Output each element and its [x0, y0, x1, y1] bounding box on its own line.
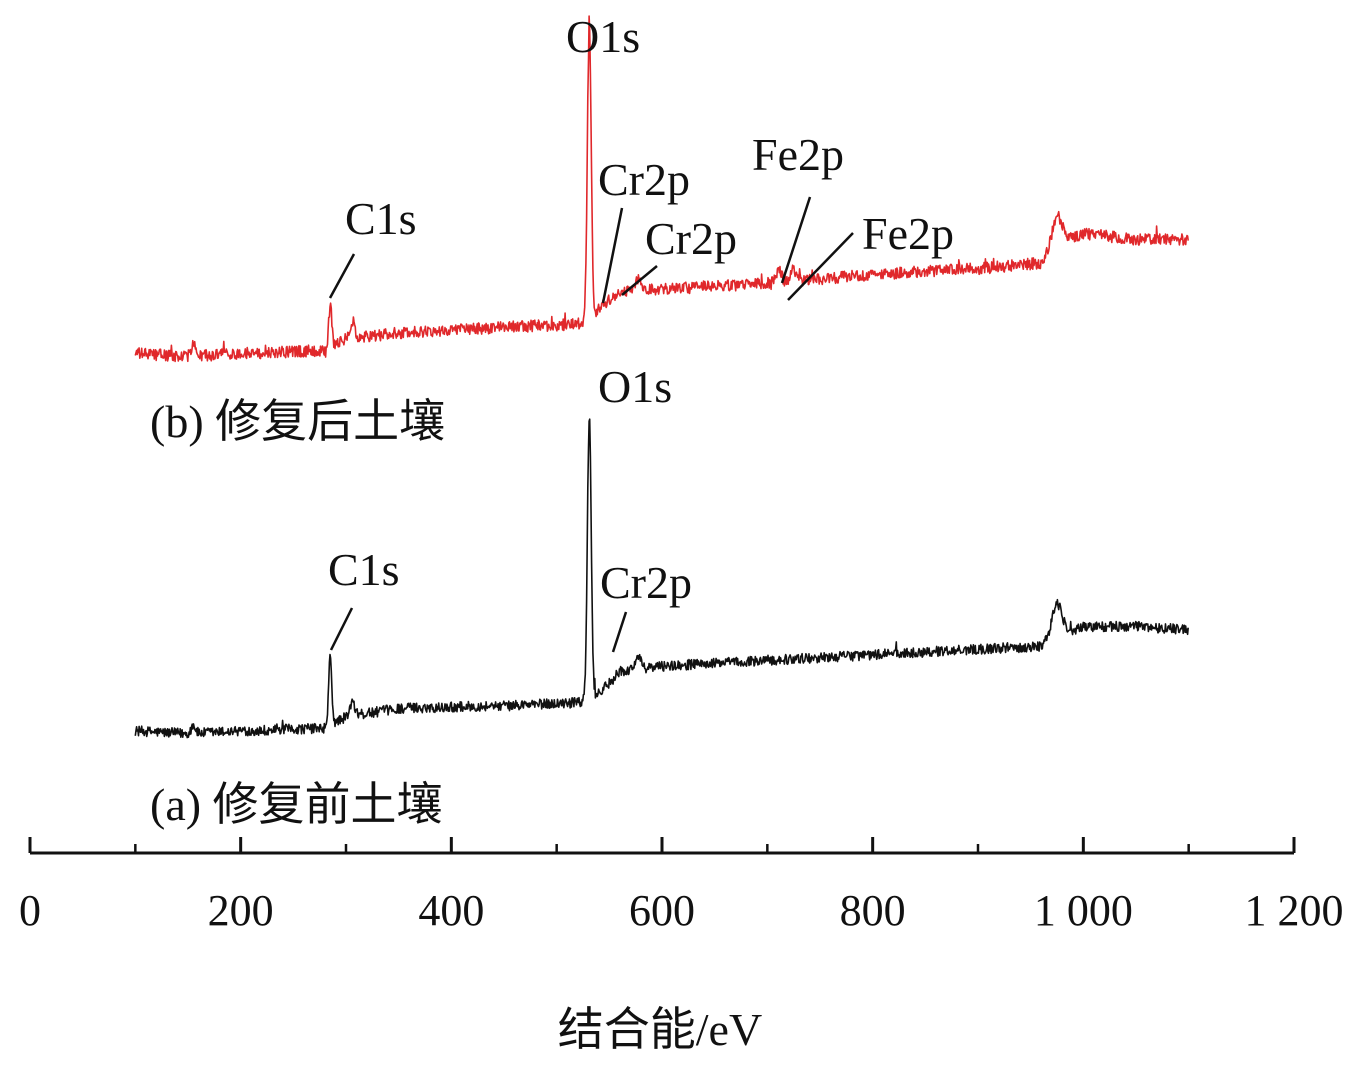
- series-layer: [134, 15, 1189, 739]
- peak-label-o1s-b: O1s: [566, 11, 640, 62]
- callout-line-cr2p-a: [611, 611, 628, 653]
- callout-line-cr2p-b: [601, 207, 624, 304]
- callout-line-cr2p-b: [621, 265, 658, 296]
- x-tick-label: 800: [840, 886, 906, 935]
- peak-label-cr2p-b: Cr2p: [645, 213, 737, 264]
- series-label-b: (b) 修复后土壤: [150, 396, 445, 447]
- peak-label-o1s-a: O1s: [598, 361, 672, 412]
- x-tick-label: 600: [629, 886, 695, 935]
- peak-label-c1s-a: C1s: [328, 544, 400, 595]
- callout-line-c1s-a: [329, 607, 354, 651]
- peak-label-fe2p-b: Fe2p: [862, 208, 954, 259]
- annotation-layer: (a) 修复前土壤 C1s O1s Cr2p (b) 修复后土壤 C1s O1s Cr2p Cr…: [150, 11, 954, 830]
- series-label-a: (a) 修复前土壤: [150, 779, 443, 830]
- peak-label-cr2p-a: Cr2p: [600, 557, 692, 608]
- callout-line-fe2p-b: [787, 232, 854, 301]
- peak-label-c1s-b: C1s: [345, 193, 417, 244]
- x-tick-label: 200: [208, 886, 274, 935]
- callout-line-c1s-b: [328, 253, 356, 299]
- peak-label-cr2p-b: Cr2p: [598, 154, 690, 205]
- x-axis: 0 200 400 600 800 1 000 1 200: [19, 837, 1344, 935]
- x-tick-label: 1 000: [1034, 886, 1133, 935]
- peak-label-fe2p-b: Fe2p: [752, 129, 844, 180]
- x-axis-title: 结合能/eV: [558, 1004, 762, 1055]
- x-tick-label: 400: [418, 886, 484, 935]
- callout-line-fe2p-b: [780, 196, 812, 284]
- series-line-b: [134, 15, 1189, 363]
- series-line-a: [134, 418, 1189, 739]
- x-tick-label: 0: [19, 886, 41, 935]
- x-tick-label: 1 200: [1245, 886, 1344, 935]
